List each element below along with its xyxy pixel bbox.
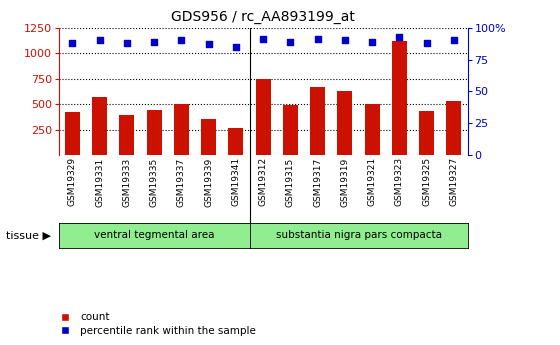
Point xyxy=(177,38,186,43)
Text: GSM19325: GSM19325 xyxy=(422,157,431,206)
Text: GSM19321: GSM19321 xyxy=(368,157,377,206)
Point xyxy=(231,44,240,49)
Text: GSM19315: GSM19315 xyxy=(286,157,295,207)
Point xyxy=(68,40,77,46)
Point xyxy=(422,40,431,46)
Text: tissue ▶: tissue ▶ xyxy=(6,230,50,240)
Point xyxy=(204,41,213,47)
Legend: count, percentile rank within the sample: count, percentile rank within the sample xyxy=(50,308,260,340)
Point xyxy=(123,40,132,46)
Text: GSM19323: GSM19323 xyxy=(395,157,404,206)
Text: GSM19333: GSM19333 xyxy=(123,157,132,207)
Text: GSM19335: GSM19335 xyxy=(150,157,158,207)
Bar xyxy=(365,104,380,155)
Text: GSM19319: GSM19319 xyxy=(340,157,349,207)
Bar xyxy=(228,128,244,155)
Text: GSM19329: GSM19329 xyxy=(68,157,77,206)
Bar xyxy=(446,101,461,155)
Text: GSM19341: GSM19341 xyxy=(231,157,240,206)
Bar xyxy=(338,91,352,155)
Bar xyxy=(256,79,270,155)
Point xyxy=(395,34,404,39)
Bar xyxy=(92,97,107,155)
Text: GSM19312: GSM19312 xyxy=(259,157,268,206)
Text: substantia nigra pars compacta: substantia nigra pars compacta xyxy=(276,230,442,240)
Bar xyxy=(65,112,80,155)
Point xyxy=(313,36,322,42)
Bar xyxy=(147,110,162,155)
Point xyxy=(95,38,104,43)
Bar xyxy=(310,87,325,155)
Point xyxy=(450,38,459,43)
Text: GSM19337: GSM19337 xyxy=(177,157,186,207)
Bar xyxy=(392,41,407,155)
Bar xyxy=(201,119,216,155)
Point xyxy=(150,39,158,45)
Bar xyxy=(283,105,298,155)
Point xyxy=(286,39,295,45)
Text: GDS956 / rc_AA893199_at: GDS956 / rc_AA893199_at xyxy=(171,10,355,24)
Bar xyxy=(119,115,134,155)
Text: ventral tegmental area: ventral tegmental area xyxy=(94,230,214,240)
Text: GSM19317: GSM19317 xyxy=(313,157,322,207)
Bar xyxy=(419,111,434,155)
Text: GSM19327: GSM19327 xyxy=(450,157,459,206)
Text: GSM19331: GSM19331 xyxy=(95,157,104,207)
Text: GSM19339: GSM19339 xyxy=(204,157,213,207)
Point xyxy=(368,39,377,45)
Point xyxy=(340,38,349,43)
Point xyxy=(259,36,268,42)
Bar xyxy=(174,104,189,155)
